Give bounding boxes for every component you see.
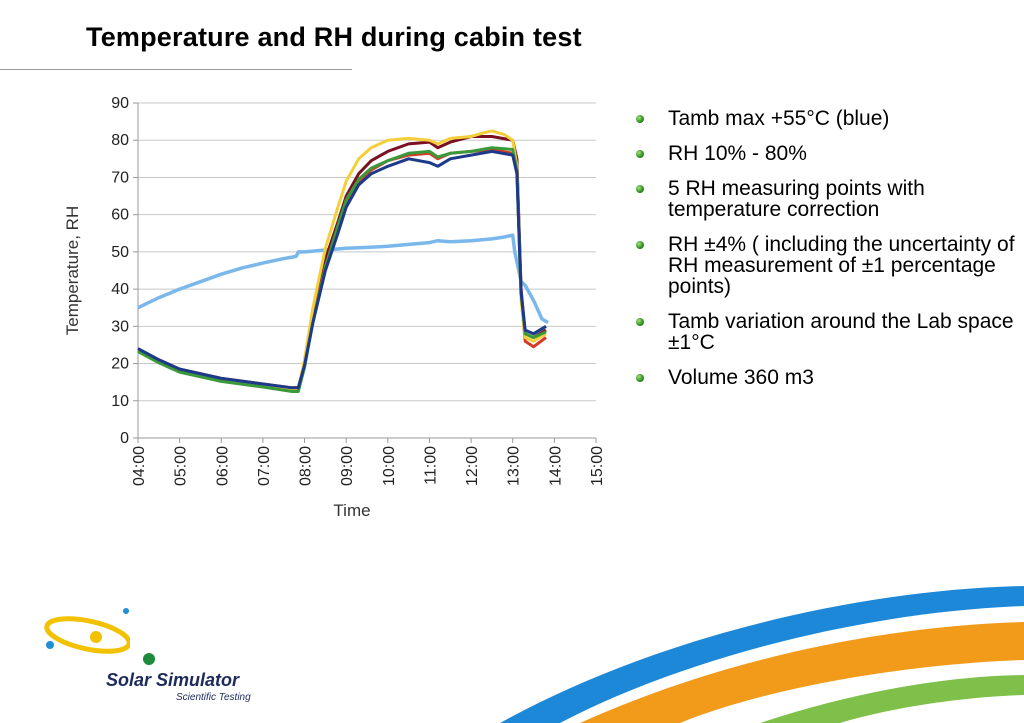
bullet-item: 5 RH measuring points with temperature c… bbox=[636, 178, 1021, 220]
title-divider bbox=[0, 69, 352, 70]
bullet-dot-icon bbox=[636, 241, 644, 249]
y-tick-label: 60 bbox=[111, 207, 129, 224]
x-tick-label: 13:00 bbox=[506, 446, 523, 486]
bullet-list: Tamb max +55°C (blue) RH 10% - 80% 5 RH … bbox=[636, 108, 1021, 402]
x-tick-label: 09:00 bbox=[339, 446, 356, 486]
x-tick-label: 06:00 bbox=[214, 446, 231, 486]
series-line-2 bbox=[137, 148, 547, 392]
y-tick-label: 0 bbox=[120, 430, 129, 447]
bullet-dot-icon bbox=[636, 185, 644, 193]
solar-simulator-logo-icon bbox=[44, 608, 130, 654]
y-tick-label: 70 bbox=[111, 169, 129, 186]
bullet-item: Tamb variation around the Lab space ±1°C bbox=[636, 311, 1021, 353]
series-line-5 bbox=[137, 149, 547, 390]
series-line-1 bbox=[137, 135, 547, 390]
bullet-dot-icon bbox=[636, 150, 644, 158]
y-tick-label: 10 bbox=[111, 393, 129, 410]
bullet-item: Volume 360 m3 bbox=[636, 367, 1021, 388]
x-axis-title: Time bbox=[333, 501, 370, 520]
y-axis-title: Temperature, RH bbox=[63, 206, 82, 335]
bullet-text: Volume 360 m3 bbox=[668, 366, 814, 389]
series-line-4 bbox=[137, 146, 547, 393]
x-tick-label: 07:00 bbox=[256, 446, 273, 486]
bullet-dot-icon bbox=[636, 374, 644, 382]
x-tick-label: 14:00 bbox=[547, 446, 564, 486]
bullet-text: 5 RH measuring points with temperature c… bbox=[668, 177, 925, 221]
x-tick-label: 08:00 bbox=[298, 446, 315, 486]
y-tick-label: 90 bbox=[111, 95, 129, 112]
swoosh-blue bbox=[500, 586, 1024, 723]
logo-green-dot-icon bbox=[143, 653, 155, 665]
swoosh-green bbox=[760, 675, 1024, 723]
bullet-item: Tamb max +55°C (blue) bbox=[636, 108, 1021, 129]
bullet-dot-icon bbox=[636, 115, 644, 123]
x-tick-label: 11:00 bbox=[422, 446, 439, 485]
bullet-text: Tamb max +55°C (blue) bbox=[668, 107, 890, 130]
y-tick-label: 80 bbox=[111, 132, 129, 149]
swoosh-orange bbox=[580, 622, 1024, 723]
y-tick-label: 40 bbox=[111, 281, 129, 298]
temperature-rh-chart: 0 10 20 30 40 50 60 70 80 90 04:00 05:00 06:00 07:00 0… bbox=[63, 95, 606, 520]
x-tick-label: 05:00 bbox=[173, 446, 190, 486]
bullet-item: RH 10% - 80% bbox=[636, 143, 1021, 164]
series-line-0 bbox=[137, 233, 549, 325]
x-tick-label: 04:00 bbox=[131, 446, 148, 486]
x-tick-label: 15:00 bbox=[589, 446, 606, 486]
y-tick-label: 20 bbox=[111, 356, 129, 373]
bullet-dot-icon bbox=[636, 318, 644, 326]
x-tick-label: 10:00 bbox=[381, 446, 398, 486]
y-tick-label: 50 bbox=[111, 244, 129, 261]
bullet-text: RH 10% - 80% bbox=[668, 142, 807, 165]
slide-title: Temperature and RH during cabin test bbox=[86, 22, 582, 52]
series-line-3 bbox=[137, 129, 547, 390]
y-tick-label: 30 bbox=[111, 318, 129, 335]
bullet-item: RH ±4% ( including the uncertainty of RH… bbox=[636, 234, 1021, 297]
x-tick-label: 12:00 bbox=[464, 446, 481, 486]
logo-tagline: Scientific Testing bbox=[176, 692, 251, 703]
bullet-text: Tamb variation around the Lab space ±1°C bbox=[668, 310, 1014, 354]
bullet-text: RH ±4% ( including the uncertainty of RH… bbox=[668, 233, 1015, 298]
logo-name: Solar Simulator bbox=[106, 670, 240, 690]
